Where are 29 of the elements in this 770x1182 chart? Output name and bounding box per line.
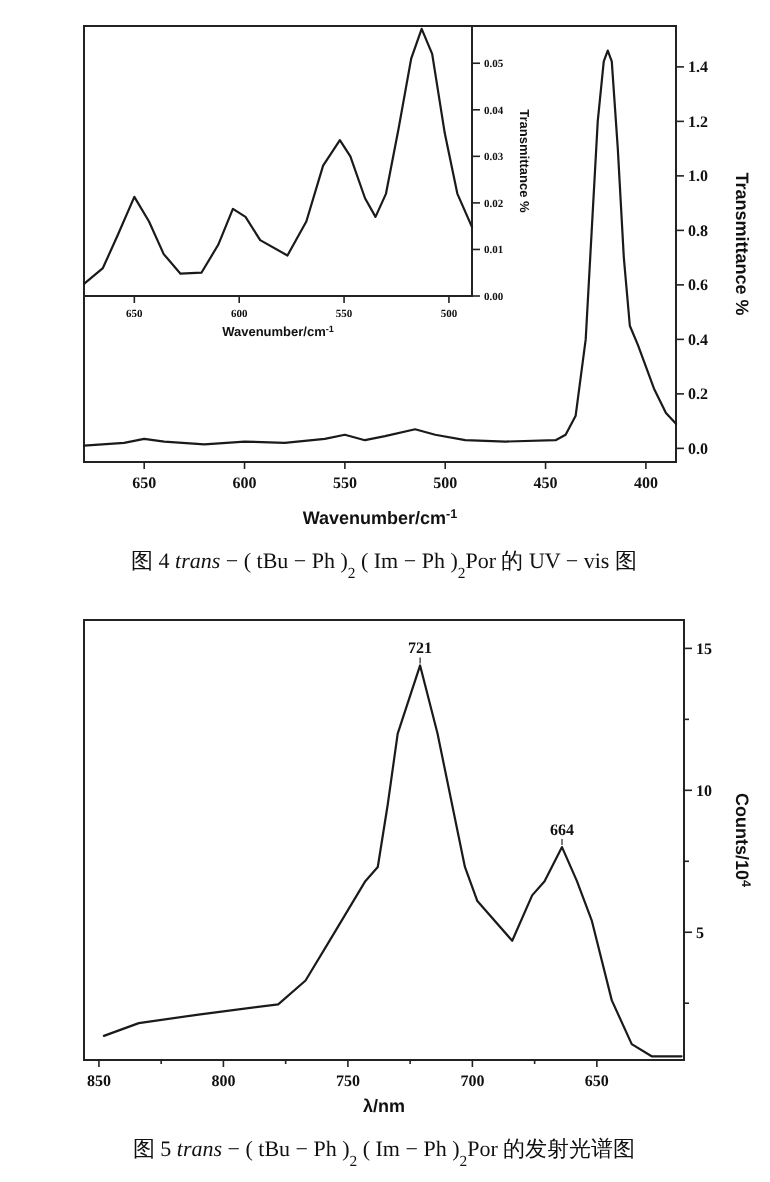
y-tick-label: 10 [696,781,712,800]
y-tick-label: 0.4 [688,330,708,349]
y-tick-label: 1.0 [688,167,708,186]
y-tick-label: 1.2 [688,112,708,131]
x-tick-label: 800 [211,1072,236,1090]
x-tick-label: 500 [433,474,458,492]
x-tick-label: 650 [132,474,157,492]
x-tick-label: 700 [460,1072,485,1090]
x-tick-label: 400 [633,474,658,492]
y-tick-label: 1.4 [688,58,708,77]
caption: 图 4 trans − ( tBu − Ph )$_{2}$ ( Im − Ph )$_{2}$Por 的 UV − vis 图 [131,550,637,581]
x-tick-label: 650 [584,1072,609,1090]
y-tick-label: 0.2 [688,385,708,404]
y-tick-label: 15 [696,639,712,658]
y-axis-title: Transmittance % [732,172,752,316]
y-tick-label: 5 [696,923,704,942]
x-tick-label: 450 [533,474,558,492]
x-tick-label: 600 [232,474,257,492]
x-tick-label: 550 [332,474,357,492]
x-tick-label: 750 [335,1072,360,1090]
y-tick-label: 0.6 [688,276,708,295]
x-axis-title: Wavenumber/cm$^{-1}$ [302,507,459,528]
x-axis-title: λ/nm [362,1096,406,1116]
caption: 图 5 trans − ( tBu − Ph )$_{2}$ ( Im − Ph )$_{2}$Por 的发射光谱图 [132,1136,636,1169]
annotation: 664 [550,821,575,840]
y-tick-label: 0.8 [688,221,708,240]
x-tick-label: 850 [86,1072,111,1090]
y-tick-label: 0.0 [688,439,708,458]
annotation: 721 [408,639,433,658]
